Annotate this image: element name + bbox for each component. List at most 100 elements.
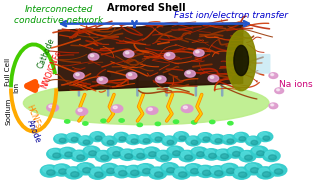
Circle shape	[78, 109, 82, 112]
Circle shape	[215, 149, 232, 160]
Circle shape	[53, 153, 61, 158]
Circle shape	[113, 151, 121, 156]
Circle shape	[209, 120, 215, 124]
Circle shape	[127, 135, 136, 141]
Circle shape	[184, 164, 203, 176]
Circle shape	[125, 154, 133, 159]
Circle shape	[203, 137, 210, 141]
Circle shape	[83, 140, 90, 144]
Circle shape	[137, 153, 145, 158]
Circle shape	[228, 122, 233, 125]
Circle shape	[215, 139, 222, 143]
Circle shape	[253, 147, 262, 153]
Circle shape	[91, 168, 101, 175]
Circle shape	[150, 133, 165, 143]
Circle shape	[167, 168, 175, 173]
Circle shape	[55, 135, 64, 140]
Circle shape	[271, 165, 281, 172]
Circle shape	[99, 78, 103, 80]
Circle shape	[244, 155, 252, 160]
Circle shape	[109, 148, 118, 154]
Circle shape	[74, 72, 84, 79]
Circle shape	[131, 149, 148, 160]
Polygon shape	[59, 23, 243, 91]
Circle shape	[83, 122, 88, 125]
Circle shape	[198, 133, 213, 143]
Circle shape	[73, 151, 83, 157]
Circle shape	[138, 134, 153, 144]
Circle shape	[239, 137, 246, 141]
Circle shape	[269, 73, 278, 78]
Circle shape	[174, 132, 189, 142]
Circle shape	[112, 166, 131, 178]
Circle shape	[102, 136, 117, 146]
Circle shape	[111, 105, 123, 112]
Circle shape	[271, 104, 274, 106]
Circle shape	[107, 140, 114, 145]
Circle shape	[88, 167, 107, 179]
Circle shape	[136, 164, 155, 176]
Circle shape	[226, 168, 235, 174]
Text: Ion: Ion	[13, 82, 19, 93]
Circle shape	[187, 137, 196, 142]
Circle shape	[100, 163, 119, 176]
Circle shape	[43, 166, 53, 173]
Circle shape	[247, 164, 257, 171]
FancyBboxPatch shape	[249, 54, 271, 74]
Circle shape	[103, 165, 113, 171]
Text: Interconnected
conductive network: Interconnected conductive network	[14, 5, 103, 25]
Circle shape	[90, 54, 94, 57]
Circle shape	[217, 150, 226, 156]
Circle shape	[232, 151, 240, 156]
Circle shape	[71, 172, 79, 177]
Circle shape	[166, 53, 170, 56]
Circle shape	[258, 132, 273, 142]
Circle shape	[268, 155, 277, 160]
Circle shape	[119, 137, 126, 141]
Circle shape	[205, 150, 215, 156]
Circle shape	[220, 154, 228, 159]
Circle shape	[163, 164, 173, 171]
Circle shape	[133, 150, 142, 156]
Circle shape	[143, 147, 160, 158]
Circle shape	[88, 53, 99, 60]
Circle shape	[157, 151, 167, 158]
Circle shape	[49, 105, 53, 108]
Ellipse shape	[226, 30, 256, 91]
Circle shape	[223, 135, 232, 141]
Circle shape	[263, 136, 270, 140]
Circle shape	[193, 50, 204, 56]
Circle shape	[163, 137, 172, 142]
Circle shape	[78, 136, 93, 146]
Circle shape	[234, 132, 249, 142]
Circle shape	[208, 166, 227, 178]
Circle shape	[71, 137, 78, 142]
Circle shape	[185, 70, 195, 77]
Circle shape	[193, 148, 203, 154]
Circle shape	[149, 152, 157, 157]
Circle shape	[209, 153, 216, 158]
Text: Sodium: Sodium	[5, 98, 11, 125]
Circle shape	[95, 150, 112, 162]
Circle shape	[49, 149, 59, 156]
Circle shape	[119, 149, 136, 160]
Circle shape	[208, 75, 219, 82]
Circle shape	[275, 88, 284, 94]
Circle shape	[191, 147, 208, 158]
Circle shape	[209, 134, 225, 144]
Circle shape	[226, 147, 244, 158]
Circle shape	[91, 132, 100, 138]
Circle shape	[65, 120, 70, 123]
Text: Armored Shell: Armored Shell	[107, 3, 186, 12]
Circle shape	[106, 168, 115, 174]
Circle shape	[175, 132, 184, 138]
Circle shape	[173, 151, 180, 156]
Circle shape	[179, 136, 186, 140]
Circle shape	[192, 121, 197, 124]
Circle shape	[59, 147, 76, 159]
Circle shape	[199, 167, 209, 173]
Circle shape	[185, 155, 192, 160]
Circle shape	[179, 172, 187, 177]
Circle shape	[97, 152, 106, 158]
Circle shape	[181, 105, 193, 112]
